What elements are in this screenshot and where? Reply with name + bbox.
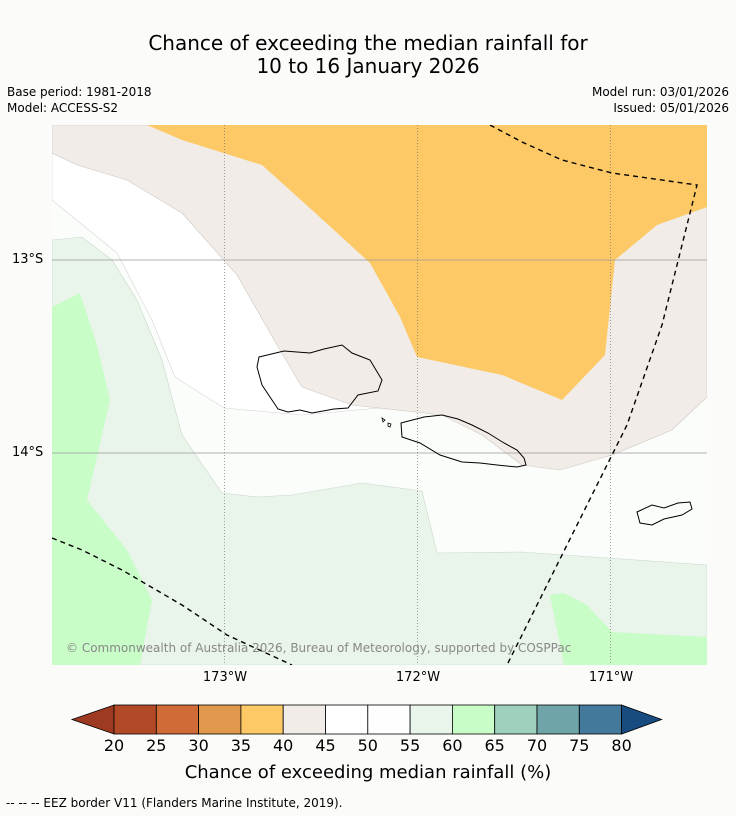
colorbar-low-extend <box>70 704 115 735</box>
model-name: Model: ACCESS-S2 <box>7 101 119 115</box>
colorbar-tick-label: 30 <box>188 736 209 755</box>
colorbar-tick-label: 65 <box>484 736 505 755</box>
upolu-island <box>400 414 527 468</box>
colorbar-cell <box>325 704 369 735</box>
lon-label-173w: 173°W <box>202 670 248 685</box>
lon-label-171w: 171°W <box>588 670 634 685</box>
colorbar-tick-label: 55 <box>399 736 421 755</box>
colorbar-tick-label: 70 <box>526 736 548 755</box>
apolima-manono-islets <box>381 417 392 428</box>
colorbar-cell <box>282 704 326 735</box>
colorbar-tick-label: 40 <box>273 736 294 755</box>
eez-footnote: -- -- -- EEZ border V11 (Flanders Marine… <box>6 796 343 810</box>
colorbar-title: Chance of exceeding median rainfall (%) <box>184 762 552 783</box>
meridians <box>224 125 611 665</box>
colorbar-cell <box>578 704 622 735</box>
rainfall-map: © Commonwealth of Australia 2026, Bureau… <box>52 125 707 665</box>
graticule <box>52 259 707 454</box>
colorbar-tick-label: 45 <box>315 736 336 755</box>
colorbar-tick-label: 50 <box>357 736 378 755</box>
map-title-line2: 10 to 16 January 2026 <box>256 54 480 78</box>
region-55-60 <box>52 236 707 665</box>
savaii-island <box>256 344 383 414</box>
colorbar-cell <box>409 704 453 735</box>
colorbar-cell <box>494 704 538 735</box>
region-35-40 <box>147 125 707 400</box>
colorbar-cell <box>536 704 580 735</box>
eez-border-west <box>52 537 293 665</box>
region-60-65-west <box>52 293 152 665</box>
colorbar-cell <box>240 704 284 735</box>
copyright-notice: © Commonwealth of Australia 2026, Bureau… <box>66 641 571 655</box>
lon-label-172w: 172°W <box>395 670 441 685</box>
issued-date: Issued: 05/01/2026 <box>613 101 729 115</box>
model-run-date: Model run: 03/01/2026 <box>591 85 729 99</box>
lat-label-13s: 13°S <box>12 252 44 267</box>
colorbar-tick-label: 35 <box>230 736 252 755</box>
colorbar-tick-label: 25 <box>146 736 167 755</box>
eez-border-east <box>489 125 698 665</box>
colorbar-high-extend <box>621 704 663 735</box>
colorbar-tick-label: 60 <box>442 736 463 755</box>
colorbar-tick-label: 75 <box>569 736 590 755</box>
region-60-65-east <box>550 593 707 665</box>
colorbar-tick-label: 80 <box>611 736 632 755</box>
base-period: Base period: 1981-2018 <box>7 85 152 99</box>
colorbar-tick-label: 20 <box>103 736 125 755</box>
colorbar-cell <box>451 704 496 735</box>
colorbar-cell <box>198 704 242 735</box>
tutuila-island <box>636 501 693 526</box>
colorbar-cell <box>155 704 200 735</box>
lat-label-14s: 14°S <box>12 445 44 460</box>
colorbar-cell <box>367 704 411 735</box>
map-title-line1: Chance of exceeding the median rainfall … <box>148 31 588 55</box>
colorbar-cell <box>113 704 157 735</box>
colorbar <box>70 704 663 735</box>
